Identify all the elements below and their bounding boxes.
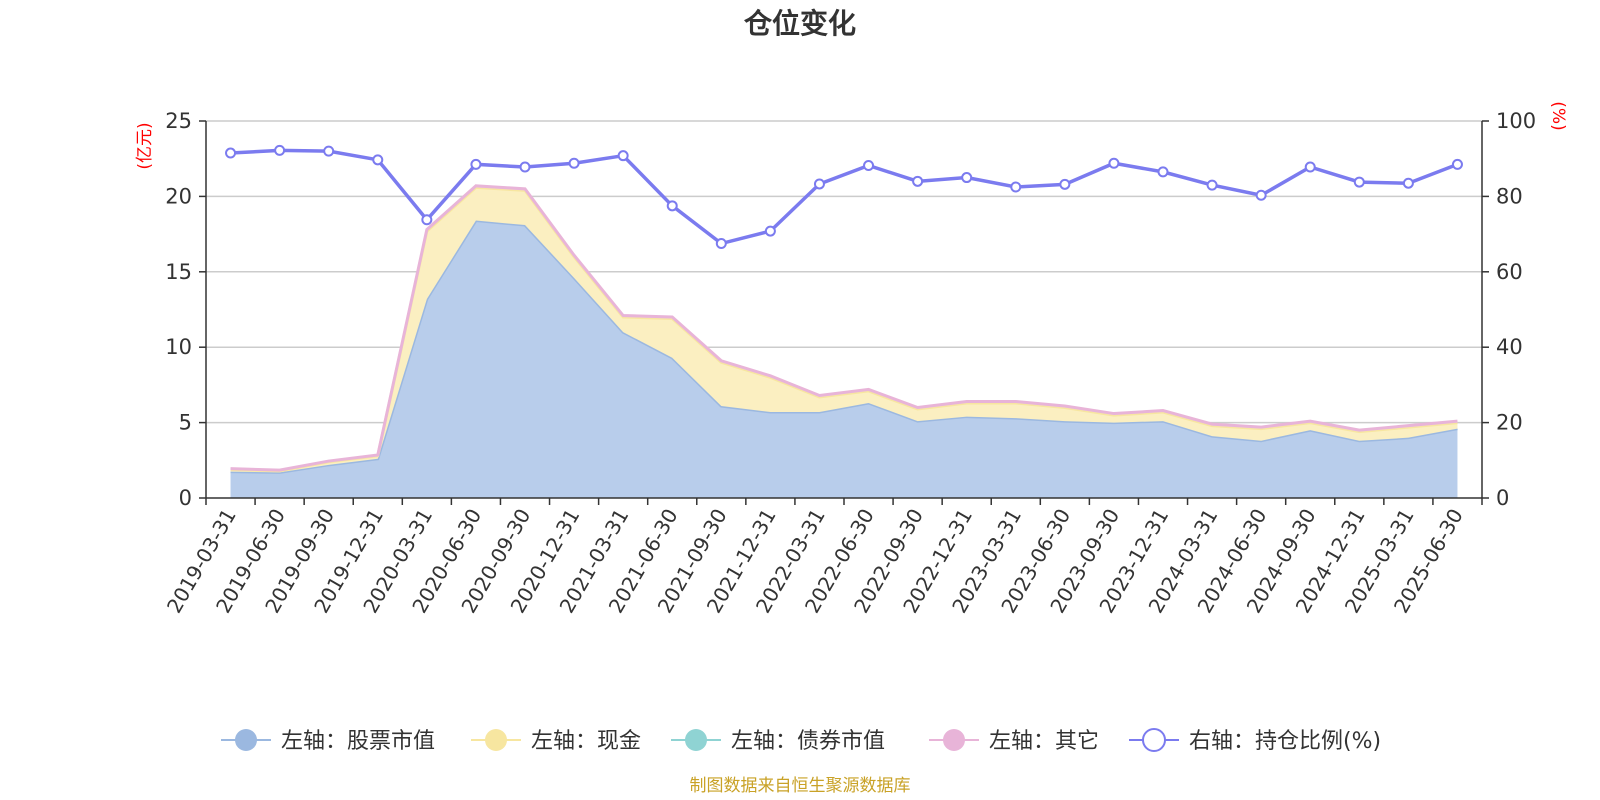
left-axis-ticks: 0 5 10 15 20 25 bbox=[165, 109, 206, 510]
legend-marker bbox=[685, 729, 707, 751]
left-tick-label: 0 bbox=[179, 486, 192, 510]
ratio-point bbox=[519, 161, 531, 173]
right-tick-label: 40 bbox=[1496, 335, 1523, 359]
area-0 bbox=[230, 220, 1458, 498]
legend-label: 右轴：持仓比例(%) bbox=[1189, 729, 1381, 754]
ratio-point bbox=[961, 172, 973, 184]
ratio-point bbox=[372, 154, 384, 166]
series-areas bbox=[230, 184, 1458, 498]
ratio-point bbox=[1206, 179, 1218, 191]
ratio-point bbox=[1451, 158, 1463, 170]
legend-label: 左轴：股票市值 bbox=[281, 729, 435, 754]
ratio-point bbox=[764, 225, 776, 237]
ratio-point bbox=[715, 238, 727, 250]
chart-title: 仓位变化 bbox=[744, 7, 856, 40]
right-tick-label: 100 bbox=[1496, 109, 1536, 133]
source-note: 制图数据来自恒生聚源数据库 bbox=[690, 776, 911, 796]
legend-item[interactable]: 左轴：股票市值 bbox=[221, 729, 435, 754]
x-axis-ticks: 2019-03-312019-06-302019-09-302019-12-31… bbox=[162, 505, 1468, 618]
legend-marker bbox=[1142, 728, 1166, 752]
left-axis-unit: (亿元) bbox=[135, 122, 155, 169]
legend-marker bbox=[485, 729, 507, 751]
legend-marker bbox=[943, 729, 965, 751]
legend-item[interactable]: 左轴：现金 bbox=[471, 729, 641, 754]
left-tick-label: 25 bbox=[165, 109, 192, 133]
legend-label: 左轴：债券市值 bbox=[731, 729, 885, 754]
ratio-point bbox=[813, 178, 825, 190]
legend[interactable]: 左轴：股票市值 左轴：现金 左轴：债券市值 左轴：其它 右轴：持仓比例(%) bbox=[221, 728, 1381, 754]
right-tick-label: 60 bbox=[1496, 260, 1523, 284]
legend-marker bbox=[235, 729, 257, 751]
ratio-point bbox=[470, 158, 482, 170]
ratio-point bbox=[1304, 161, 1316, 173]
right-axis-ticks: 0 20 40 60 80 100 bbox=[1482, 109, 1536, 510]
ratio-point bbox=[323, 145, 335, 157]
ratio-point bbox=[1108, 157, 1120, 169]
legend-item[interactable]: 左轴：其它 bbox=[929, 729, 1099, 754]
ratio-point bbox=[1157, 166, 1169, 178]
right-axis-unit: (%) bbox=[1548, 101, 1568, 130]
ratio-point bbox=[912, 175, 924, 187]
ratio-point bbox=[274, 144, 286, 156]
legend-label: 左轴：现金 bbox=[531, 729, 641, 754]
ratio-point bbox=[421, 214, 433, 226]
right-tick-label: 80 bbox=[1496, 184, 1523, 208]
ratio-point bbox=[568, 157, 580, 169]
left-tick-label: 5 bbox=[179, 411, 192, 435]
ratio-point bbox=[1010, 181, 1022, 193]
left-tick-label: 15 bbox=[165, 260, 192, 284]
left-tick-label: 20 bbox=[165, 184, 192, 208]
right-tick-label: 20 bbox=[1496, 411, 1523, 435]
axes bbox=[205, 121, 1483, 505]
area-line-3 bbox=[230, 184, 1458, 472]
ratio-point bbox=[617, 150, 629, 162]
ratio-point bbox=[1255, 189, 1267, 201]
ratio-point bbox=[1353, 176, 1365, 188]
left-tick-label: 10 bbox=[165, 335, 192, 359]
ratio-point bbox=[225, 147, 237, 159]
ratio-point bbox=[666, 200, 678, 212]
legend-label: 左轴：其它 bbox=[989, 729, 1099, 754]
legend-item[interactable]: 右轴：持仓比例(%) bbox=[1129, 728, 1381, 754]
ratio-point bbox=[863, 159, 875, 171]
ratio-line bbox=[230, 148, 1459, 246]
ratio-point bbox=[1059, 178, 1071, 190]
right-tick-label: 0 bbox=[1496, 486, 1509, 510]
series-ratio-line bbox=[225, 144, 1463, 250]
legend-item[interactable]: 左轴：债券市值 bbox=[671, 729, 885, 754]
ratio-point bbox=[1402, 177, 1414, 189]
